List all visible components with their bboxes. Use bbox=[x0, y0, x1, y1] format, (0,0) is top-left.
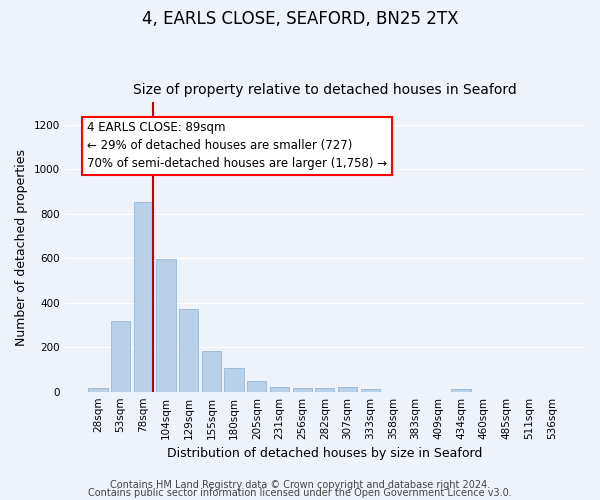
Bar bbox=[247, 381, 266, 392]
Text: 4, EARLS CLOSE, SEAFORD, BN25 2TX: 4, EARLS CLOSE, SEAFORD, BN25 2TX bbox=[142, 10, 458, 28]
Bar bbox=[270, 387, 289, 392]
Bar bbox=[157, 259, 176, 392]
Bar bbox=[111, 321, 130, 392]
Bar bbox=[293, 388, 312, 392]
Text: 4 EARLS CLOSE: 89sqm
← 29% of detached houses are smaller (727)
70% of semi-deta: 4 EARLS CLOSE: 89sqm ← 29% of detached h… bbox=[87, 122, 387, 170]
Bar bbox=[202, 351, 221, 392]
Text: Contains public sector information licensed under the Open Government Licence v3: Contains public sector information licen… bbox=[88, 488, 512, 498]
Text: Contains HM Land Registry data © Crown copyright and database right 2024.: Contains HM Land Registry data © Crown c… bbox=[110, 480, 490, 490]
Bar bbox=[338, 387, 357, 392]
Title: Size of property relative to detached houses in Seaford: Size of property relative to detached ho… bbox=[133, 83, 517, 97]
Bar bbox=[361, 390, 380, 392]
X-axis label: Distribution of detached houses by size in Seaford: Distribution of detached houses by size … bbox=[167, 447, 482, 460]
Bar bbox=[224, 368, 244, 392]
Bar bbox=[179, 310, 199, 392]
Bar bbox=[451, 389, 470, 392]
Bar bbox=[134, 202, 153, 392]
Bar bbox=[88, 388, 107, 392]
Bar bbox=[315, 388, 334, 392]
Y-axis label: Number of detached properties: Number of detached properties bbox=[15, 148, 28, 346]
